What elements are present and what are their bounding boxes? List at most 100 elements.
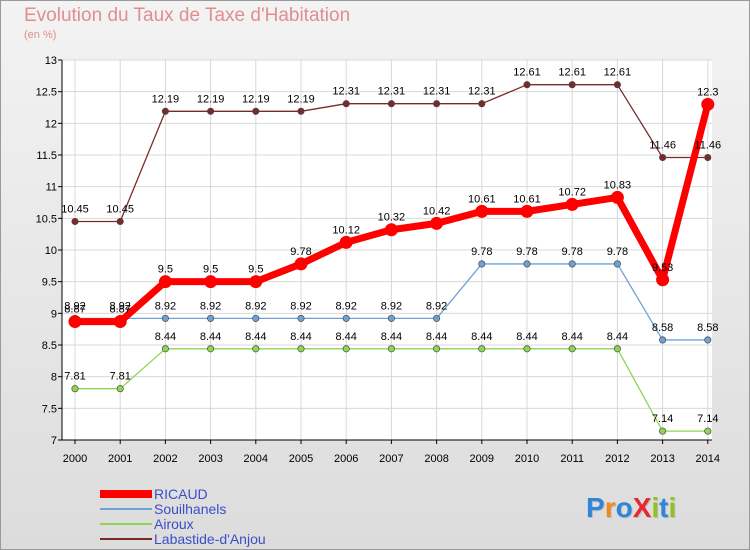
data-label: 11.46: [649, 140, 676, 152]
data-label: 10.61: [468, 193, 496, 205]
data-label: 8.44: [381, 331, 402, 343]
y-tick-label: 7: [51, 435, 57, 447]
y-tick-label: 12.5: [36, 87, 57, 99]
logo-letter: i: [651, 492, 660, 523]
data-point: [252, 345, 260, 353]
x-tick-label: 2005: [289, 453, 313, 465]
y-tick-label: 13: [45, 55, 57, 67]
data-label: 7.81: [64, 371, 85, 383]
data-label: 8.44: [335, 331, 356, 343]
data-label: 8.92: [109, 300, 130, 312]
data-point: [523, 260, 531, 268]
data-point: [161, 107, 169, 115]
series-layer: [68, 81, 715, 435]
data-point: [565, 197, 579, 211]
data-label: 10.32: [378, 212, 406, 224]
data-label: 12.31: [468, 86, 496, 98]
data-point: [430, 216, 444, 230]
y-tick-label: 11.5: [36, 150, 57, 162]
data-point: [158, 275, 172, 289]
data-label: 8.87: [109, 304, 130, 316]
data-label: 9.78: [471, 246, 492, 258]
data-point: [207, 107, 215, 115]
data-label: 8.44: [290, 331, 311, 343]
data-point: [71, 217, 79, 226]
x-tick-label: 2003: [198, 453, 222, 465]
data-point: [207, 314, 215, 322]
data-label: 8.87: [64, 304, 85, 316]
logo-letter: r: [604, 492, 616, 523]
data-point: [161, 345, 169, 353]
data-point: [659, 153, 667, 162]
data-label: 12.31: [378, 86, 406, 98]
data-label: 8.44: [516, 331, 537, 343]
data-point: [339, 235, 353, 249]
data-point: [613, 81, 621, 89]
data-point: [68, 315, 82, 329]
data-point: [342, 314, 350, 322]
data-point: [252, 314, 260, 322]
data-point: [475, 204, 489, 218]
data-label: 9.78: [561, 246, 582, 258]
data-label: 12.19: [152, 93, 180, 105]
data-point: [433, 345, 441, 353]
data-label: 12.31: [332, 86, 360, 98]
data-label: 10.42: [423, 205, 451, 217]
y-tick-label: 9: [51, 308, 57, 320]
y-tick-label: 9.5: [42, 277, 57, 289]
data-point: [433, 100, 441, 108]
data-point: [523, 81, 531, 89]
data-label: 12.19: [287, 93, 315, 105]
x-tick-label: 2009: [470, 453, 494, 465]
data-label: 9.5: [203, 264, 218, 276]
data-point: [387, 314, 395, 322]
data-point: [113, 315, 127, 329]
data-point: [478, 345, 486, 353]
data-point: [613, 345, 621, 353]
logo-letter: i: [668, 492, 677, 523]
data-point: [610, 190, 624, 204]
legend-label: Souilhanels: [154, 501, 226, 517]
x-tick-label: 2011: [560, 453, 584, 465]
data-point: [520, 204, 534, 218]
data-label: 12.19: [197, 93, 225, 105]
data-point: [342, 100, 350, 108]
data-label: 11.46: [694, 140, 721, 152]
legend-label: Labastide-d'Anjou: [154, 531, 266, 547]
data-point: [116, 385, 124, 393]
data-point: [297, 107, 305, 115]
logo-letter: X: [632, 492, 652, 523]
data-point: [659, 427, 667, 435]
data-point: [116, 217, 124, 226]
data-point: [433, 314, 441, 322]
chart-unit-label: (en %): [24, 29, 57, 41]
data-label: 10.45: [106, 204, 134, 216]
data-label: 8.92: [290, 300, 311, 312]
data-label: 9.78: [290, 246, 311, 258]
data-label: 10.83: [604, 179, 632, 191]
data-label: 12.3: [697, 86, 718, 98]
data-point: [478, 100, 486, 108]
data-label: 10.72: [558, 186, 586, 198]
data-point: [568, 81, 576, 89]
data-point: [161, 314, 169, 322]
data-label: 12.61: [558, 67, 586, 79]
y-tick-label: 8: [51, 372, 57, 384]
data-point: [704, 153, 712, 162]
y-tick-label: 7.5: [42, 403, 57, 415]
data-label: 8.58: [652, 322, 673, 334]
data-label: 8.44: [607, 331, 628, 343]
data-point: [478, 260, 486, 268]
x-tick-label: 2008: [424, 453, 448, 465]
data-point: [71, 385, 79, 393]
data-label: 8.92: [200, 300, 221, 312]
axis-layer: 7 7.5 8 8.5 9 9.5 10 10.5 11 11.5 12 12.5 13 2000 2001…: [36, 55, 720, 465]
data-point: [523, 345, 531, 353]
data-point: [204, 275, 218, 289]
data-label: 8.92: [381, 300, 402, 312]
data-point: [207, 345, 215, 353]
x-tick-label: 2002: [153, 453, 177, 465]
data-label: 8.92: [335, 300, 356, 312]
data-label: 8.44: [245, 331, 266, 343]
